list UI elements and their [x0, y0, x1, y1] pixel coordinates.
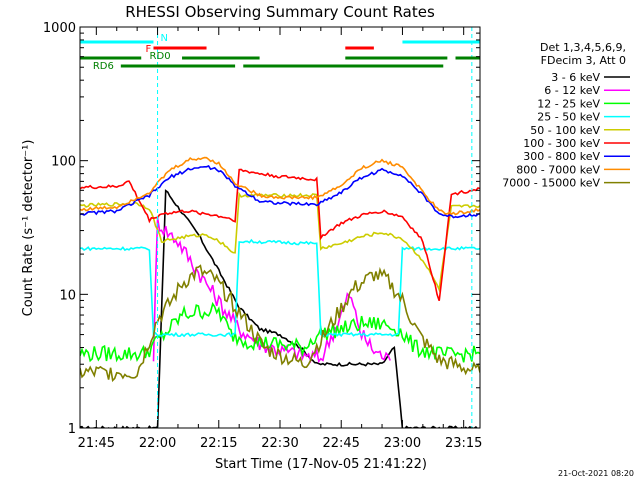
x-tick-label: 23:00 [384, 436, 421, 451]
legend-label-100-300-kev: 100 - 300 keV [523, 137, 600, 150]
y-tick-label: 1 [68, 422, 76, 437]
series-line-800-7000-kev [80, 156, 480, 216]
series-line-7000-15000-kev [80, 264, 480, 383]
legend-label-6-12-kev: 6 - 12 keV [544, 84, 600, 97]
legend-header-line-1: Det 1,3,4,5,6,9, [540, 41, 626, 54]
series-line-12-25-kev [80, 301, 480, 363]
y-axis-label: Count Rate (s⁻¹ detector⁻¹) [21, 140, 36, 317]
legend-label-50-100-kev: 50 - 100 keV [530, 124, 600, 137]
axes: 1 10 100 1000 21:45 22:00 22:15 22:30 22:45 23:00… [43, 21, 483, 451]
plot-area [80, 27, 480, 428]
series-line-300-800-kev [80, 165, 480, 219]
chart-title: RHESSI Observing Summary Count Rates [125, 3, 435, 21]
x-tick-label: 22:00 [139, 436, 176, 451]
legend-header-line-2: FDecim 3, Att 0 [541, 54, 626, 67]
legend-label-7000-15000-kev: 7000 - 15000 keV [502, 177, 600, 190]
flag-label-rd6: RD6 [93, 61, 114, 72]
series-line-6-12-kev [152, 217, 391, 364]
legend-label-800-7000-kev: 800 - 7000 keV [516, 163, 600, 176]
flag-label-n: N [160, 33, 167, 44]
legend-label-300-800-kev: 300 - 800 keV [523, 150, 600, 163]
x-axis-label: Start Time (17-Nov-05 21:41:22) [215, 457, 427, 472]
legend-label-25-50-kev: 25 - 50 keV [537, 111, 600, 124]
flag-label-rd0: RD0 [150, 51, 171, 62]
x-tick-label: 21:45 [78, 436, 115, 451]
x-tick-label: 22:45 [322, 436, 359, 451]
legend-label-12-25-kev: 12 - 25 keV [537, 97, 600, 110]
flag-label-f: F [145, 44, 151, 55]
y-tick-label: 100 [51, 155, 76, 170]
x-tick-label: 23:15 [445, 436, 482, 451]
series-line-100-300-kev [80, 168, 480, 302]
y-tick-label: 1000 [43, 21, 76, 36]
x-tick-label: 22:15 [200, 436, 237, 451]
legend-label-3-6-kev: 3 - 6 keV [551, 71, 600, 84]
x-tick-label: 22:30 [261, 436, 298, 451]
series-line-3-6-kev [80, 189, 480, 428]
date-stamp: 21-Oct-2021 08:20 [558, 469, 634, 478]
y-tick-label: 10 [59, 288, 76, 303]
